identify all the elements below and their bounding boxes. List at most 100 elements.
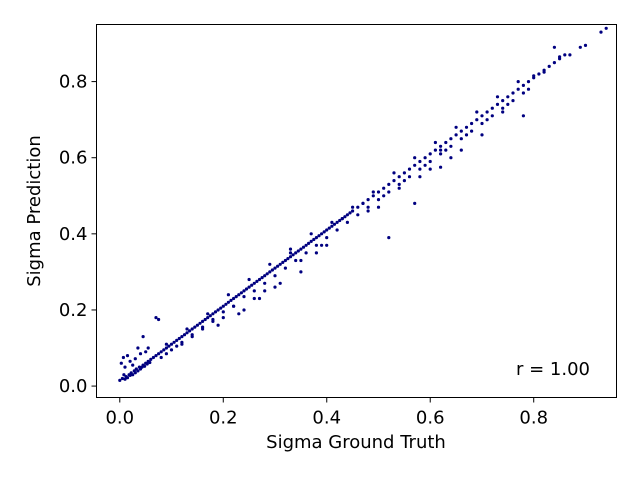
data-point	[188, 329, 192, 333]
data-point	[330, 224, 334, 228]
x-tick-label: 0.4	[312, 408, 341, 429]
data-point	[283, 266, 287, 270]
data-point	[201, 327, 205, 331]
data-point	[327, 226, 331, 230]
data-point	[526, 87, 531, 91]
data-point	[464, 125, 469, 129]
data-point	[563, 53, 567, 57]
data-point	[250, 283, 254, 287]
data-point	[309, 232, 313, 236]
data-point	[219, 306, 223, 310]
data-point	[402, 179, 406, 183]
data-point	[351, 209, 355, 213]
data-point	[433, 140, 437, 145]
data-point	[159, 350, 163, 354]
data-point	[164, 352, 168, 356]
data-point	[252, 296, 256, 301]
data-point	[255, 279, 259, 283]
data-point	[449, 137, 453, 141]
data-point	[182, 333, 187, 337]
data-point	[172, 340, 176, 344]
x-axis-label: Sigma Ground Truth	[266, 432, 446, 453]
data-point	[485, 118, 489, 122]
data-point	[459, 148, 463, 152]
data-point	[428, 167, 432, 171]
data-point	[521, 114, 526, 118]
data-point	[296, 249, 300, 253]
data-point	[459, 129, 463, 133]
data-point	[490, 114, 494, 118]
data-point	[234, 295, 238, 299]
data-point	[265, 272, 269, 276]
data-point	[164, 346, 168, 350]
data-point	[516, 80, 520, 84]
data-point	[180, 342, 184, 346]
data-point	[501, 106, 505, 110]
data-point	[439, 165, 443, 169]
data-point	[501, 99, 505, 103]
data-point	[211, 312, 215, 316]
data-point	[568, 53, 572, 57]
data-point	[552, 61, 557, 65]
data-point	[444, 140, 448, 145]
data-point	[304, 251, 308, 255]
data-point	[348, 211, 352, 215]
data-point	[252, 281, 256, 285]
data-point	[552, 45, 557, 49]
data-point	[136, 346, 140, 350]
data-point	[325, 228, 329, 232]
data-point	[475, 110, 479, 114]
data-point	[201, 319, 205, 323]
data-point	[542, 70, 546, 74]
data-point	[345, 220, 349, 224]
data-point	[314, 251, 318, 255]
data-point	[397, 175, 401, 179]
data-point	[239, 291, 243, 295]
data-point	[169, 348, 174, 352]
data-point	[237, 293, 241, 297]
data-point	[237, 312, 241, 316]
data-point	[154, 316, 158, 320]
data-point	[418, 175, 422, 179]
data-point	[213, 310, 218, 314]
data-point	[361, 201, 365, 205]
data-point	[216, 308, 220, 312]
data-point	[148, 360, 152, 365]
data-point	[247, 277, 251, 282]
data-point	[314, 243, 318, 247]
data-point	[366, 205, 370, 209]
data-point	[175, 338, 179, 342]
data-point	[490, 106, 494, 110]
data-point	[301, 245, 306, 249]
data-point	[185, 331, 189, 335]
data-point	[151, 355, 155, 360]
data-point	[175, 344, 179, 348]
data-point	[351, 205, 355, 209]
data-point	[470, 121, 474, 126]
data-point	[449, 156, 453, 160]
data-point	[376, 198, 381, 202]
data-point	[125, 354, 130, 358]
data-point	[143, 364, 147, 368]
data-point	[146, 346, 150, 350]
data-point	[247, 285, 251, 289]
data-point	[263, 289, 267, 293]
data-point	[397, 186, 401, 190]
data-point	[283, 258, 287, 263]
data-point	[470, 129, 474, 133]
data-point	[521, 83, 526, 87]
data-point	[366, 209, 370, 213]
data-point	[314, 236, 318, 240]
x-tick-label: 0.6	[416, 408, 445, 429]
data-point	[180, 335, 184, 339]
data-point	[291, 253, 295, 257]
data-point	[260, 276, 264, 280]
data-point	[366, 198, 370, 202]
data-point	[526, 80, 531, 84]
data-point	[397, 182, 401, 186]
data-point	[121, 355, 125, 360]
data-point	[133, 357, 137, 361]
data-point	[263, 274, 267, 278]
data-point	[532, 74, 536, 78]
